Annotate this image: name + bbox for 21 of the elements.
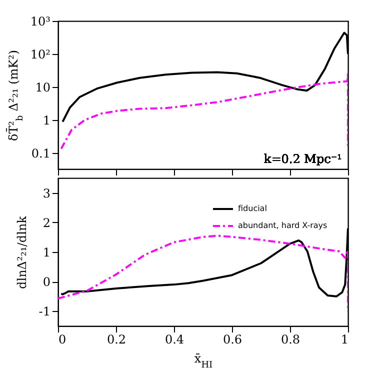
x-tick-label: 0.8 [280,332,300,346]
y-axis-title: dlnΔ²₂₁/dlnk [14,215,29,289]
y-tick-label: -1 [38,304,50,319]
x-tick-label: 0.2 [106,332,126,346]
y-tick-label: 1 [42,114,50,128]
y-tick-label: 3 [42,186,50,200]
x-tick-label: 0 [58,332,66,346]
annotation: k=0.2 Mpc⁻¹ [264,152,342,166]
x-tick-label: 0.6 [222,332,242,346]
x-tick-label: 0.4 [164,332,184,346]
y-tick-label: 1 [42,246,50,260]
legend-label: abundant, hard X-rays [238,221,328,230]
y-tick-label: 0 [42,275,50,290]
y-tick-label: 10 [35,80,50,95]
legend-label: fiducial [238,204,267,213]
y-tick-label: 10³ [30,14,51,28]
y-tick-label: 0.1 [31,146,50,161]
x-axis-title: x̄$_{HI}$ [194,352,214,370]
x-tick-label: 1 [340,332,348,346]
y-tick-label: 2 [42,216,50,230]
y-tick-label: 10² [30,48,51,62]
